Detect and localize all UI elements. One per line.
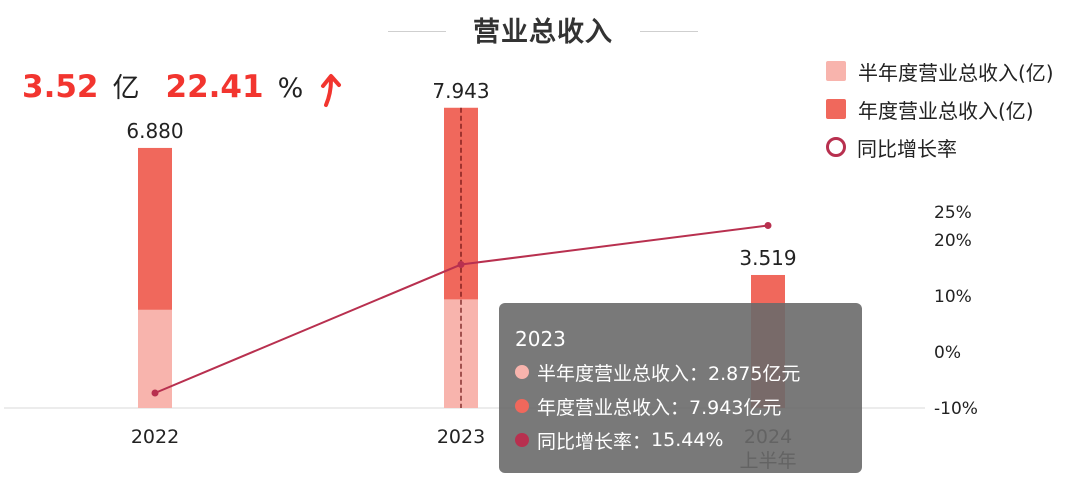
bar-data-label: 3.519 [739, 246, 796, 270]
legend-item-half-year[interactable]: 半年度营业总收入(亿) [826, 52, 1054, 90]
legend-swatch-half-year [826, 61, 846, 81]
tooltip-dot [515, 433, 529, 447]
legend-label: 同比增长率 [857, 136, 957, 161]
bar-data-label: 7.943 [432, 79, 489, 103]
chart-title-area: 营业总收入 [0, 6, 1080, 50]
right-axis-tick-label: 10% [934, 287, 972, 307]
x-tick-label: 2023 [437, 426, 485, 448]
legend-swatch-annual [826, 99, 846, 119]
right-axis-tick-label: 25% [934, 203, 972, 223]
tooltip-dot [515, 399, 529, 413]
right-axis-tick-label: 20% [934, 231, 972, 251]
legend-ring-growth [826, 137, 846, 157]
arrow-up-icon [321, 74, 342, 107]
tooltip-value: 15.44% [651, 429, 724, 451]
tooltip-dot [515, 365, 529, 379]
kpi-value: 3.52 [22, 69, 99, 105]
chart-tooltip: 2023 半年度营业总收入： 2.875亿元 年度营业总收入： 7.943亿元 … [499, 303, 862, 473]
tooltip-label: 半年度营业总收入： [537, 362, 709, 385]
right-axis-tick-label: -10% [934, 399, 978, 419]
tooltip-title: 2023 [515, 327, 566, 351]
kpi-growth-unit: % [277, 73, 304, 104]
title-divider-right [640, 31, 698, 32]
tooltip-label: 同比增长率： [537, 430, 652, 453]
legend-label: 年度营业总收入(亿) [858, 98, 1034, 123]
growth-rate-point [457, 261, 465, 269]
tooltip-row-growth: 同比增长率： 15.44% [515, 423, 862, 457]
bar-data-label: 6.880 [126, 119, 183, 143]
title-divider-left [388, 31, 446, 32]
tooltip-label: 年度营业总收入： [537, 396, 690, 419]
growth-rate-point [151, 389, 159, 397]
kpi-summary: 3.52 亿 22.41 % [22, 66, 347, 110]
chart-legend: 半年度营业总收入(亿) 年度营业总收入(亿) 同比增长率 [826, 52, 1054, 166]
legend-item-annual[interactable]: 年度营业总收入(亿) [826, 90, 1054, 128]
x-tick-label: 2022 [131, 426, 179, 448]
right-axis-tick-label: 0% [934, 343, 961, 363]
kpi-value-unit: 亿 [112, 73, 140, 104]
chart-title: 营业总收入 [473, 17, 613, 48]
legend-item-growth[interactable]: 同比增长率 [826, 128, 1054, 166]
tooltip-value: 7.943亿元 [689, 396, 782, 419]
growth-rate-point [764, 222, 772, 230]
legend-label: 半年度营业总收入(亿) [858, 60, 1054, 85]
kpi-growth: 22.41 [165, 69, 264, 105]
tooltip-row-annual: 年度营业总收入： 7.943亿元 [515, 389, 862, 423]
tooltip-row-half-year: 半年度营业总收入： 2.875亿元 [515, 355, 862, 389]
tooltip-value: 2.875亿元 [708, 362, 801, 385]
